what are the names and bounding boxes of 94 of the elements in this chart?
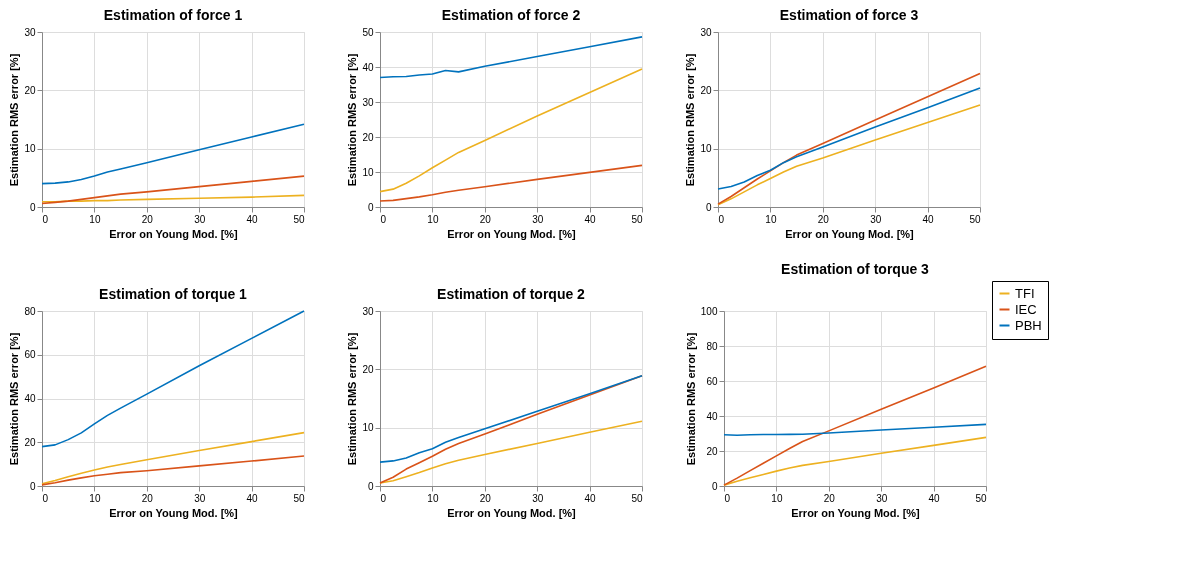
x-axis-title: Error on Young Mod. [%] <box>791 506 921 519</box>
y-tick-label: 30 <box>362 305 374 317</box>
y-axis-title: Estimation RMS error [%] <box>8 332 21 466</box>
x-axis-title: Error on Young Mod. [%] <box>109 227 239 240</box>
line-series <box>379 36 643 79</box>
chart-title: Estimation of torque 3 <box>781 260 930 277</box>
y-tick-label: 20 <box>700 84 712 96</box>
x-axis-title: Error on Young Mod. [%] <box>447 506 577 519</box>
legend-label: PBH <box>1015 317 1042 333</box>
y-tick-label: 60 <box>706 375 718 387</box>
line-series <box>379 68 643 193</box>
chart-title: Estimation of force 1 <box>103 7 243 23</box>
line-series <box>41 310 305 448</box>
x-tick-label: 10 <box>89 213 101 225</box>
line-series <box>717 87 981 190</box>
x-tick-label: 0 <box>380 213 387 225</box>
y-tick-label: 20 <box>362 363 374 375</box>
x-tick-label: 30 <box>194 492 206 504</box>
y-tick-label: 10 <box>24 143 36 155</box>
x-tick-label: 0 <box>724 492 731 504</box>
y-tick-label: 100 <box>700 305 718 317</box>
x-tick-label: 20 <box>479 492 492 504</box>
x-tick-label: 0 <box>42 213 49 225</box>
y-tick-label: 40 <box>362 61 374 73</box>
x-tick-label: 30 <box>532 492 544 504</box>
y-tick-label: 0 <box>367 201 374 213</box>
y-tick-label: 0 <box>711 480 718 492</box>
y-tick-label: 30 <box>700 26 712 38</box>
line-series <box>379 374 643 463</box>
x-tick-label: 30 <box>532 213 544 225</box>
x-tick-label: 40 <box>584 213 597 225</box>
y-axis-title: Estimation RMS error [%] <box>346 53 359 187</box>
x-tick-label: 50 <box>631 492 643 504</box>
y-axis-title: Estimation RMS error [%] <box>346 332 359 466</box>
x-tick-label: 20 <box>479 213 492 225</box>
x-tick-label: 40 <box>928 492 941 504</box>
x-tick-label: 40 <box>246 213 259 225</box>
x-tick-label: 50 <box>975 492 987 504</box>
y-tick-label: 20 <box>706 445 718 457</box>
y-tick-label: 20 <box>24 84 36 96</box>
x-tick-label: 30 <box>194 213 206 225</box>
y-axis-title: Estimation RMS error [%] <box>684 53 697 187</box>
x-tick-label: 0 <box>42 492 49 504</box>
y-tick-label: 10 <box>362 166 374 178</box>
x-tick-label: 0 <box>380 492 387 504</box>
x-tick-label: 40 <box>922 213 935 225</box>
x-axis-title: Error on Young Mod. [%] <box>785 227 915 240</box>
y-tick-label: 50 <box>362 26 374 38</box>
y-axis-title: Estimation RMS error [%] <box>684 332 697 466</box>
y-tick-label: 30 <box>24 26 36 38</box>
x-tick-label: 10 <box>765 213 777 225</box>
legend-label: IEC <box>1015 301 1037 317</box>
x-tick-label: 10 <box>771 492 783 504</box>
y-tick-label: 0 <box>705 201 712 213</box>
y-tick-label: 10 <box>700 143 712 155</box>
x-tick-label: 20 <box>141 213 154 225</box>
x-tick-label: 50 <box>293 492 305 504</box>
y-tick-label: 0 <box>367 480 374 492</box>
chart-title: Estimation of force 2 <box>441 7 581 23</box>
y-tick-label: 0 <box>29 480 36 492</box>
x-axis-title: Error on Young Mod. [%] <box>109 506 239 519</box>
x-tick-label: 10 <box>89 492 101 504</box>
x-tick-label: 10 <box>427 213 439 225</box>
x-tick-label: 20 <box>141 492 154 504</box>
y-tick-label: 10 <box>362 422 374 434</box>
y-tick-label: 0 <box>29 201 36 213</box>
y-tick-label: 80 <box>24 305 36 317</box>
x-tick-label: 50 <box>631 213 643 225</box>
y-tick-label: 20 <box>362 131 374 143</box>
x-tick-label: 10 <box>427 492 439 504</box>
line-series <box>379 164 643 202</box>
y-tick-label: 80 <box>706 340 718 352</box>
x-tick-label: 50 <box>293 213 305 225</box>
y-tick-label: 40 <box>706 410 718 422</box>
x-tick-label: 40 <box>246 492 259 504</box>
x-tick-label: 20 <box>823 492 836 504</box>
y-tick-label: 20 <box>24 436 36 448</box>
x-axis-title: Error on Young Mod. [%] <box>447 227 577 240</box>
chart-title: Estimation of torque 2 <box>437 286 586 302</box>
line-series <box>41 123 305 185</box>
y-axis-title: Estimation RMS error [%] <box>8 53 21 187</box>
x-tick-label: 30 <box>870 213 882 225</box>
x-tick-label: 40 <box>584 492 597 504</box>
chart-title: Estimation of force 3 <box>779 7 919 23</box>
line-series <box>41 194 305 203</box>
y-tick-label: 60 <box>24 349 36 361</box>
legend-label: TFI <box>1015 285 1035 301</box>
line-series <box>723 423 987 437</box>
chart-title: Estimation of torque 1 <box>99 286 248 302</box>
x-tick-label: 20 <box>817 213 830 225</box>
y-tick-label: 30 <box>362 96 374 108</box>
x-tick-label: 30 <box>876 492 888 504</box>
y-tick-label: 40 <box>24 393 36 404</box>
x-tick-label: 50 <box>969 213 981 225</box>
